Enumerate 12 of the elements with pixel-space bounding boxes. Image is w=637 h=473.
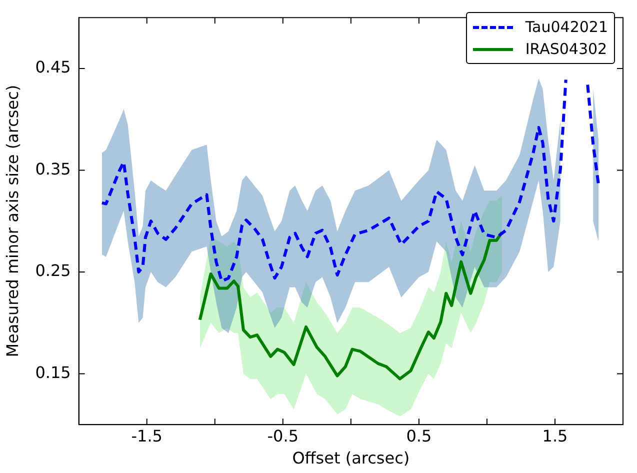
- x-axis-title: Offset (arcsec): [292, 448, 410, 468]
- y-tick-label: 0.45: [35, 58, 71, 77]
- x-tick-label: 1.5: [542, 426, 568, 446]
- legend-label: Tau042021: [525, 17, 608, 38]
- y-tick-label: 0.15: [35, 362, 71, 382]
- y-tick-label: 0.25: [35, 261, 71, 280]
- legend-label: IRAS04302: [525, 39, 608, 60]
- y-tick-label: 0.35: [35, 159, 71, 178]
- y-axis-title: Measured minor axis size (arcsec): [2, 84, 22, 358]
- x-tick-label: 0.5: [406, 426, 432, 446]
- x-tick-label: -0.5: [267, 426, 298, 446]
- x-tick-label: -1.5: [131, 426, 162, 446]
